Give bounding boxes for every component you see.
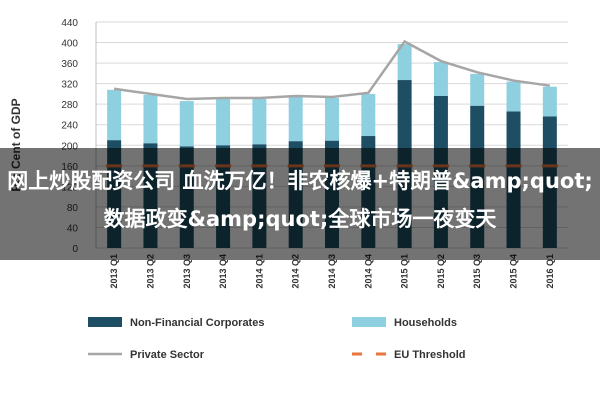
x-tick-label: 2013 Q2 bbox=[145, 254, 155, 289]
legend-eu-threshold-label: EU Threshold bbox=[394, 349, 466, 361]
text-overlay-band bbox=[0, 148, 600, 260]
private-sector-line bbox=[113, 39, 551, 101]
y-tick-label: 280 bbox=[61, 100, 78, 111]
bar-households bbox=[397, 44, 412, 81]
y-tick-label: 320 bbox=[61, 80, 78, 91]
bar-households bbox=[433, 62, 448, 96]
x-tick-label: 2014 Q1 bbox=[254, 254, 264, 289]
x-tick-label: 2014 Q3 bbox=[327, 254, 337, 289]
x-tick-label: 2013 Q3 bbox=[182, 254, 192, 289]
bar-households bbox=[143, 94, 158, 144]
y-tick-label: 440 bbox=[61, 18, 78, 29]
bar-households bbox=[325, 98, 339, 141]
y-tick-label: 400 bbox=[61, 39, 78, 50]
bar-households bbox=[107, 89, 122, 141]
overlay-headline: 网上炒股配资公司 血洗万亿！非农核爆+特朗普&amp;quot;数据政变&amp… bbox=[7, 169, 593, 231]
legend-non-financial-corporates-label: Non-Financial Corporates bbox=[130, 317, 264, 329]
x-axis-ticks: 2013 Q1 2013 Q2 2013 Q3 2013 Q4 2014 Q1 2014 … bbox=[109, 254, 555, 289]
bar-households bbox=[216, 99, 231, 146]
legend-private-sector-label: Private Sector bbox=[130, 349, 205, 361]
y-tick-label: 240 bbox=[61, 121, 78, 132]
bar-households bbox=[252, 99, 267, 145]
bar-households bbox=[506, 81, 521, 112]
x-tick-label: 2014 Q2 bbox=[291, 254, 301, 289]
bar-households bbox=[361, 93, 376, 137]
bar-households bbox=[470, 73, 485, 106]
legend-non-financial-corporates-swatch bbox=[88, 317, 122, 327]
bar-households bbox=[288, 96, 303, 142]
x-tick-label: 2013 Q1 bbox=[109, 254, 119, 289]
y-tick-label: 360 bbox=[61, 59, 78, 70]
x-tick-label: 2015 Q2 bbox=[436, 254, 446, 289]
legend: Non-Financial Corporates Households Privat… bbox=[88, 317, 466, 361]
bar-households bbox=[542, 86, 557, 117]
x-tick-label: 2014 Q4 bbox=[363, 254, 373, 289]
x-tick-label: 2015 Q3 bbox=[472, 254, 482, 289]
y-tick-label: 200 bbox=[61, 141, 78, 152]
legend-households-label: Households bbox=[394, 317, 457, 329]
x-tick-label: 2015 Q4 bbox=[509, 254, 519, 289]
x-tick-label: 2016 Q1 bbox=[545, 254, 555, 289]
x-tick-label: 2013 Q4 bbox=[218, 254, 228, 289]
x-tick-label: 2015 Q1 bbox=[400, 254, 410, 289]
bar-households bbox=[179, 101, 194, 147]
legend-households-swatch bbox=[352, 317, 386, 327]
